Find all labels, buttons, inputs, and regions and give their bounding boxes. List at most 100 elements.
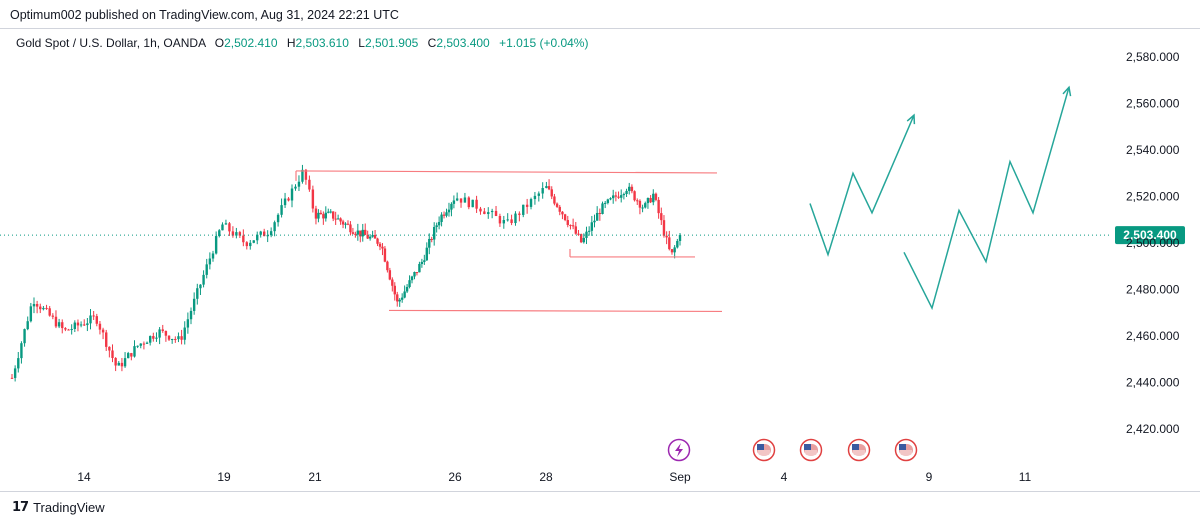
candle-body — [620, 195, 623, 198]
candle-body — [628, 186, 631, 191]
candle-body — [660, 213, 663, 221]
candle-body — [13, 368, 17, 378]
candle-body — [280, 205, 283, 215]
candle-body — [245, 242, 249, 247]
candle-body — [142, 343, 146, 345]
candle-body — [376, 238, 379, 244]
candle-body — [398, 299, 401, 302]
candle-body — [249, 242, 252, 247]
candle-body — [630, 186, 634, 192]
candle-body — [64, 328, 67, 330]
candle-body — [459, 198, 463, 203]
tradingview-logo-icon: 17 — [12, 500, 29, 515]
candle-body — [301, 169, 304, 182]
candle-body — [341, 221, 345, 225]
candle-body — [678, 235, 682, 241]
candle-body — [418, 263, 421, 273]
candle-body — [48, 308, 51, 316]
candle-body — [324, 212, 328, 219]
candle-body — [595, 212, 599, 221]
candle-body — [349, 224, 352, 233]
projection-path-2-arrowhead — [1062, 85, 1072, 97]
candles-layer — [10, 164, 682, 382]
candle-body — [111, 350, 114, 358]
candle-body — [20, 343, 23, 359]
candle-body — [170, 339, 174, 341]
candle-body — [262, 231, 266, 237]
candle-body — [228, 223, 231, 232]
candle-body — [136, 345, 139, 347]
candle-body — [32, 304, 36, 307]
candle-body — [57, 322, 61, 327]
candle-body — [423, 260, 426, 262]
candle-body — [413, 272, 416, 277]
candle-body — [45, 307, 48, 309]
candle-body — [437, 221, 441, 226]
candle-body — [317, 212, 320, 219]
legend-low-value: 2,501.905 — [364, 36, 419, 50]
candle-body — [606, 199, 610, 203]
candle-body — [625, 190, 628, 195]
candle-body — [644, 203, 647, 208]
candle-body — [346, 223, 350, 225]
candle-body — [359, 230, 362, 237]
projection-path-2 — [903, 87, 1070, 311]
candle-body — [177, 336, 180, 340]
candle-body — [86, 323, 89, 326]
chart-legend: Gold Spot / U.S. Dollar, 1h, OANDA O2,50… — [16, 36, 588, 50]
candle-body — [611, 195, 615, 199]
candle-body — [70, 328, 73, 331]
legend-open-value: 2,502.410 — [224, 36, 278, 50]
candle-body — [127, 353, 130, 359]
y-tick-label: 2,560.000 — [1126, 97, 1180, 111]
candle-body — [183, 327, 186, 340]
candle-body — [577, 233, 580, 235]
candle-body — [617, 196, 620, 198]
candle-body — [603, 202, 607, 204]
candle-body — [587, 230, 591, 232]
candle-body — [440, 214, 443, 222]
candle-body — [297, 181, 301, 187]
y-tick-label: 2,480.000 — [1126, 283, 1180, 297]
candle-body — [294, 186, 297, 189]
candle-body — [266, 235, 269, 237]
candle-body — [371, 234, 374, 237]
candle-body — [430, 238, 433, 240]
candle-body — [130, 353, 133, 357]
candle-body — [73, 322, 77, 329]
candle-body — [334, 218, 337, 220]
candle-body — [455, 198, 459, 201]
candle-body — [601, 203, 604, 215]
candle-body — [39, 306, 42, 310]
candle-body — [92, 315, 95, 317]
candle-body — [35, 304, 39, 307]
candle-body — [405, 286, 409, 292]
candle-body — [189, 310, 193, 320]
candle-body — [525, 204, 529, 207]
candle-body — [471, 199, 474, 208]
candle-body — [89, 315, 92, 324]
candle-body — [467, 197, 471, 208]
candle-body — [662, 220, 666, 236]
candle-body — [590, 222, 594, 231]
candle-body — [361, 229, 364, 237]
candle-body — [386, 261, 389, 271]
tradingview-brand[interactable]: 17 TradingView — [12, 500, 105, 515]
candle-body — [336, 218, 340, 220]
candle-body — [381, 246, 384, 249]
y-tick-label: 2,580.000 — [1126, 50, 1180, 64]
candle-body — [391, 279, 394, 286]
candle-body — [322, 214, 325, 219]
legend-symbol[interactable]: Gold Spot / U.S. Dollar, 1h, OANDA — [16, 36, 206, 50]
candle-body — [101, 329, 105, 333]
candle-body — [211, 253, 215, 259]
y-tick-label: 2,520.000 — [1126, 190, 1180, 204]
candle-body — [498, 215, 502, 224]
projection-path-1 — [809, 114, 915, 258]
candle-body — [518, 213, 521, 215]
candle-body — [510, 219, 513, 224]
candle-body — [26, 321, 29, 330]
candle-body — [393, 285, 396, 295]
candle-body — [196, 288, 199, 299]
